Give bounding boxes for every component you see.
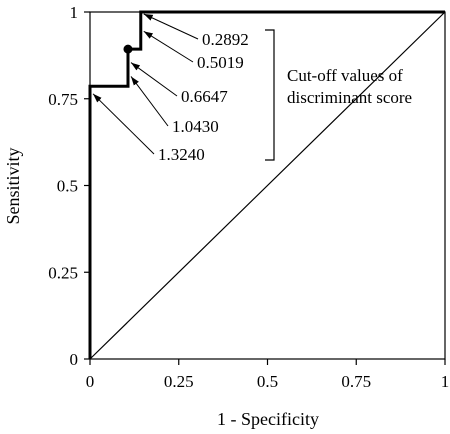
y-tick-label: 0.75 — [48, 90, 78, 109]
cutoff-label: 0.2892 — [202, 30, 249, 49]
x-tick-label: 1 — [441, 372, 450, 391]
reference-diagonal — [89, 11, 446, 360]
y-tick-label: 0.5 — [57, 177, 78, 196]
x-tick-label: 0.25 — [164, 372, 194, 391]
y-tick-label: 1 — [70, 3, 79, 22]
y-tick-label: 0.25 — [48, 263, 78, 282]
cutoff-arrow — [143, 30, 194, 63]
x-axis-ticks: 0 0.25 0.5 0.75 1 — [86, 359, 450, 391]
bracket-label-line-2: discriminant score — [287, 88, 412, 107]
cutoff-arrow — [92, 93, 155, 155]
cutoff-annotations: 0.2892 0.5019 0.6647 1.0430 1.3240 — [92, 13, 249, 164]
x-tick-label: 0 — [86, 372, 95, 391]
cutoff-label: 0.5019 — [197, 53, 244, 72]
y-axis-title: Sensitivity — [3, 147, 23, 224]
cutoff-label: 1.3240 — [158, 145, 205, 164]
x-tick-label: 0.5 — [257, 372, 278, 391]
cutoff-arrow — [130, 76, 169, 127]
x-axis-title: 1 - Specificity — [217, 409, 319, 429]
cutoff-bracket — [265, 29, 275, 161]
cutoff-label: 1.0430 — [172, 117, 219, 136]
y-tick-label: 0 — [70, 350, 79, 369]
x-tick-label: 0.75 — [341, 372, 371, 391]
bracket-label-line-1: Cut-off values of — [287, 66, 403, 85]
cutoff-arrow — [143, 13, 199, 40]
optimal-cutoff-point — [123, 44, 133, 54]
y-axis-ticks: 0 0.25 0.5 0.75 1 — [48, 3, 90, 369]
cutoff-label: 0.6647 — [181, 87, 228, 106]
cutoff-arrow — [130, 62, 178, 97]
